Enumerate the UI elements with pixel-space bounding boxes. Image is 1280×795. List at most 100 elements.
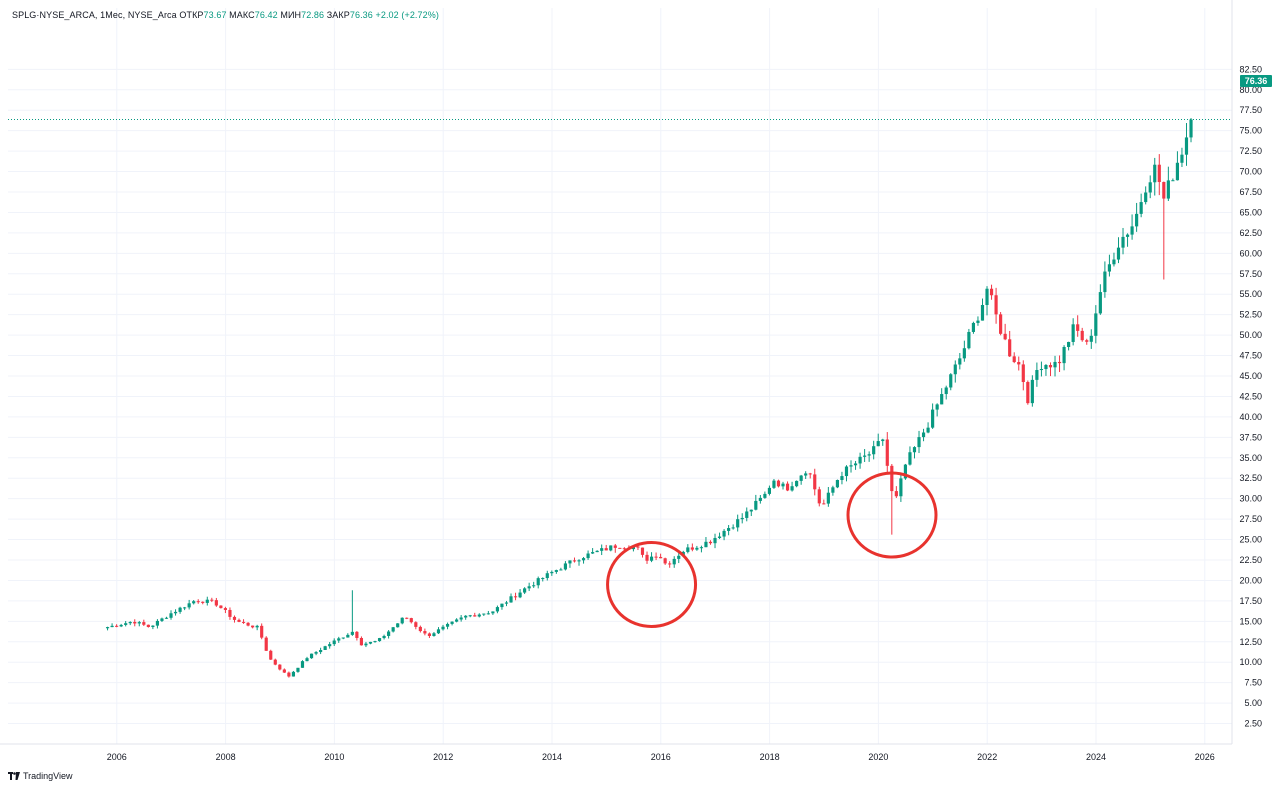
y-tick-label: 25.00 [1239, 535, 1262, 545]
candle-body [958, 358, 962, 365]
candle-body [155, 620, 160, 626]
candle-body [287, 672, 291, 677]
y-tick-label: 15.00 [1239, 616, 1262, 626]
candle-body [1048, 364, 1053, 368]
candle-body [817, 489, 821, 504]
x-tick-label: 2014 [542, 752, 562, 762]
open-value: 73.67 [203, 10, 227, 20]
candle-body [513, 596, 518, 598]
candle-body [953, 364, 957, 375]
candle-body [754, 500, 758, 510]
candle-body [1116, 247, 1121, 260]
candle-body [876, 441, 880, 447]
candle-body [758, 497, 762, 501]
symbol-name[interactable]: SPLG·NYSE_ARCA, 1Мес, NYSE_Arca [12, 10, 177, 20]
candle-body [269, 650, 273, 660]
candle-body [1008, 339, 1012, 357]
candle-body [391, 627, 395, 632]
candle-body [183, 607, 187, 609]
candle-body [260, 625, 264, 638]
candle-body [377, 638, 382, 642]
candle-body [740, 517, 744, 520]
y-tick-label: 35.00 [1239, 453, 1262, 463]
candle-body [196, 601, 200, 603]
candle-body [332, 640, 336, 645]
candle-body [1076, 324, 1080, 331]
candle-body [192, 601, 196, 604]
candle-body [214, 600, 218, 606]
candle-body [604, 548, 608, 551]
candle-body [572, 560, 577, 562]
tradingview-footer[interactable]: TradingView [8, 771, 73, 781]
candle-body [581, 558, 586, 561]
y-tick-label: 57.50 [1239, 269, 1262, 279]
y-tick-label: 80.00 [1239, 85, 1262, 95]
candle-body [640, 547, 645, 555]
candle-body [1157, 164, 1161, 183]
y-tick-label: 17.50 [1239, 596, 1262, 606]
y-tick-label: 47.50 [1239, 351, 1262, 361]
axis-layer: 2.50 5.00 7.50 10.00 12.50 15.00 17.50 20.00 22.… [0, 0, 1262, 762]
candle-body [341, 637, 345, 639]
candle-body [1139, 202, 1143, 214]
candle-body [151, 625, 155, 627]
candle-body [305, 658, 309, 662]
candle-body [400, 617, 404, 624]
candle-body [296, 667, 300, 672]
candle-body [1121, 236, 1125, 248]
candle-body [359, 637, 364, 646]
candle-body [1003, 333, 1007, 340]
candle-body [1094, 313, 1098, 336]
candle-body [173, 611, 178, 614]
candle-body [409, 618, 413, 623]
candle-body [495, 607, 500, 612]
candle-body [659, 556, 663, 559]
candle-body [545, 573, 549, 579]
candle-body [1112, 259, 1116, 265]
candle-body [382, 635, 386, 639]
candle-body [962, 348, 966, 359]
y-tick-label: 70.00 [1239, 167, 1262, 177]
candle-body [631, 546, 636, 550]
candle-body [436, 629, 441, 634]
candle-body [577, 560, 581, 562]
candle-body [482, 613, 486, 615]
candle-body [278, 664, 282, 670]
x-tick-label: 2006 [107, 752, 127, 762]
candle-body [985, 288, 989, 306]
candle-body [885, 439, 889, 466]
candle-body [346, 634, 350, 638]
y-tick-label: 42.50 [1239, 391, 1262, 401]
x-tick-label: 2008 [216, 752, 236, 762]
candle-body [1130, 226, 1134, 235]
candle-body [500, 603, 504, 608]
candle-body [772, 480, 776, 488]
candle-body [323, 646, 327, 650]
candle-body [613, 545, 617, 548]
candle-body [1062, 346, 1066, 364]
candle-body [1175, 162, 1180, 181]
candle-body [849, 465, 853, 467]
candle-body [699, 547, 704, 549]
candle-body [450, 621, 454, 624]
candle-body [187, 603, 191, 608]
candle-body [455, 619, 459, 622]
candle-body [668, 563, 672, 565]
candle-body [708, 541, 713, 544]
candle-body [105, 627, 110, 629]
candle-body [1039, 369, 1044, 371]
candle-body [432, 633, 436, 636]
candle-body [273, 659, 277, 665]
candle-body [994, 295, 998, 315]
y-tick-label: 62.50 [1239, 228, 1262, 238]
candle-body [690, 547, 694, 550]
candle-body [736, 519, 740, 528]
candle-body [405, 617, 409, 619]
x-tick-label: 2026 [1195, 752, 1215, 762]
candle-body [763, 493, 767, 498]
candle-layer [105, 118, 1193, 678]
candle-body [672, 558, 676, 565]
candle-body [1021, 364, 1025, 383]
